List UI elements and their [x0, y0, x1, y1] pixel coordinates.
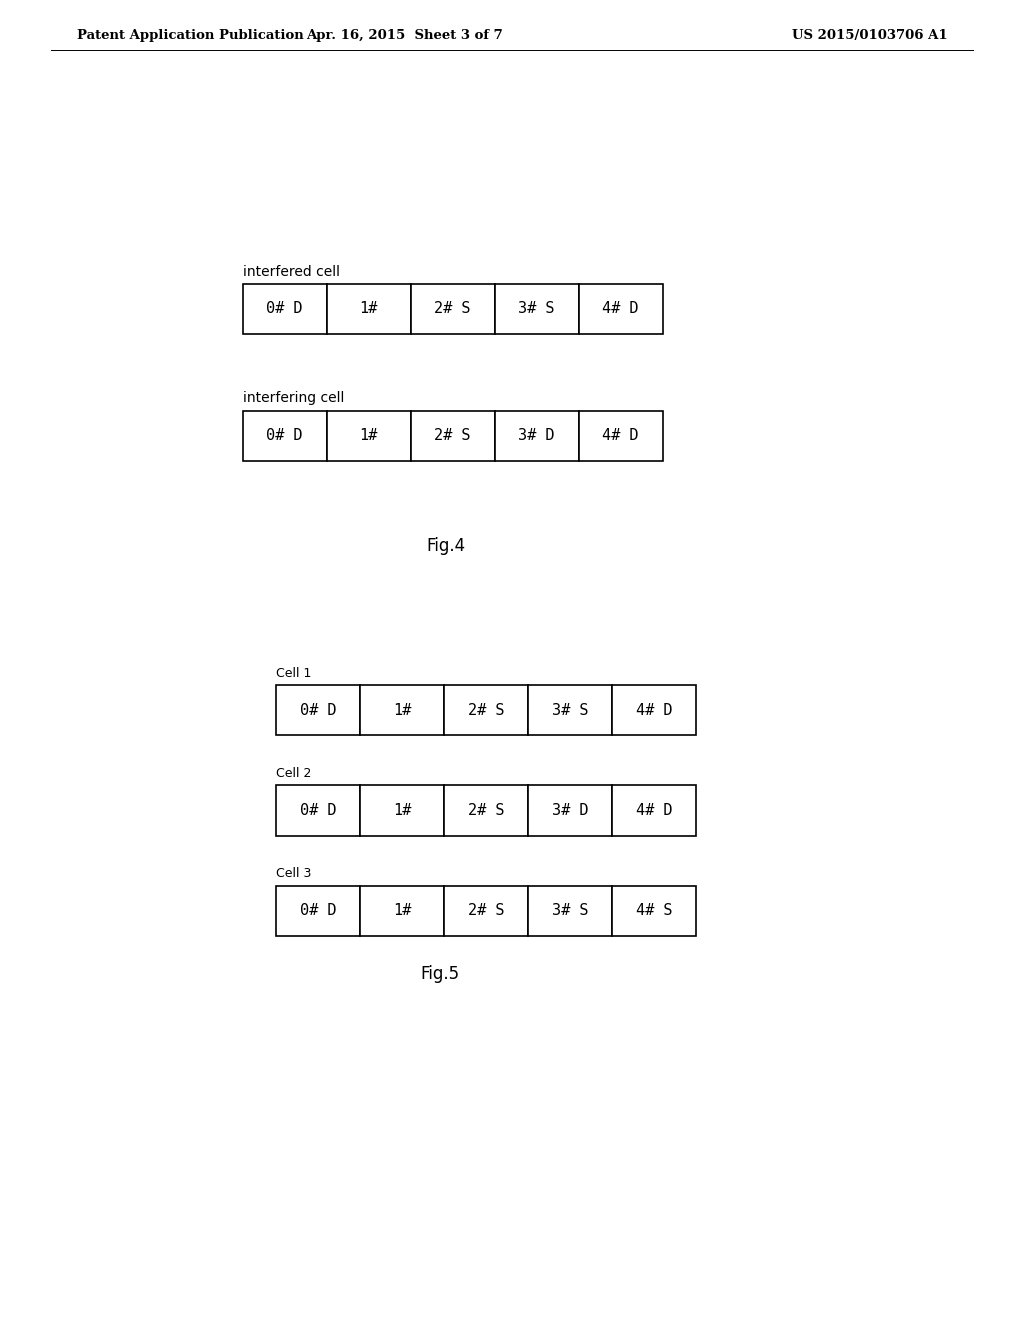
Text: Cell 2: Cell 2: [276, 767, 312, 780]
Text: 3# S: 3# S: [552, 903, 589, 919]
Bar: [360, 685, 444, 735]
Text: 2# S: 2# S: [468, 903, 505, 919]
Bar: [411, 411, 495, 461]
Bar: [528, 886, 612, 936]
Bar: [612, 685, 696, 735]
Text: Fig.4: Fig.4: [426, 537, 465, 556]
Bar: [360, 886, 444, 936]
Text: 0# D: 0# D: [266, 428, 303, 444]
Text: 1#: 1#: [393, 803, 412, 818]
Bar: [360, 785, 444, 836]
Bar: [276, 785, 360, 836]
Text: 2# S: 2# S: [434, 301, 471, 317]
Text: 3# D: 3# D: [552, 803, 589, 818]
Bar: [579, 284, 663, 334]
Text: Patent Application Publication: Patent Application Publication: [77, 29, 303, 42]
Text: 1#: 1#: [359, 301, 378, 317]
Text: 1#: 1#: [393, 903, 412, 919]
Bar: [528, 685, 612, 735]
Bar: [444, 886, 528, 936]
Text: 2# S: 2# S: [468, 803, 505, 818]
Bar: [612, 785, 696, 836]
Bar: [243, 411, 327, 461]
Text: 3# D: 3# D: [518, 428, 555, 444]
Text: 1#: 1#: [359, 428, 378, 444]
Bar: [495, 284, 579, 334]
Text: 0# D: 0# D: [300, 903, 337, 919]
Bar: [276, 886, 360, 936]
Text: 0# D: 0# D: [300, 702, 337, 718]
Text: 4# S: 4# S: [636, 903, 673, 919]
Text: interfered cell: interfered cell: [243, 264, 340, 279]
Text: 2# S: 2# S: [468, 702, 505, 718]
Text: 0# D: 0# D: [300, 803, 337, 818]
Text: 4# D: 4# D: [602, 428, 639, 444]
Bar: [444, 685, 528, 735]
Bar: [444, 785, 528, 836]
Text: 2# S: 2# S: [434, 428, 471, 444]
Bar: [528, 785, 612, 836]
Text: 0# D: 0# D: [266, 301, 303, 317]
Bar: [411, 284, 495, 334]
Bar: [579, 411, 663, 461]
Text: interfering cell: interfering cell: [243, 391, 344, 405]
Text: 3# S: 3# S: [552, 702, 589, 718]
Bar: [327, 411, 411, 461]
Text: Cell 3: Cell 3: [276, 867, 312, 880]
Text: Cell 1: Cell 1: [276, 667, 312, 680]
Text: 3# S: 3# S: [518, 301, 555, 317]
Bar: [276, 685, 360, 735]
Text: Fig.5: Fig.5: [421, 965, 460, 983]
Text: 4# D: 4# D: [636, 803, 673, 818]
Text: Apr. 16, 2015  Sheet 3 of 7: Apr. 16, 2015 Sheet 3 of 7: [306, 29, 503, 42]
Text: US 2015/0103706 A1: US 2015/0103706 A1: [792, 29, 947, 42]
Text: 4# D: 4# D: [602, 301, 639, 317]
Bar: [612, 886, 696, 936]
Bar: [327, 284, 411, 334]
Bar: [495, 411, 579, 461]
Text: 4# D: 4# D: [636, 702, 673, 718]
Bar: [243, 284, 327, 334]
Text: 1#: 1#: [393, 702, 412, 718]
